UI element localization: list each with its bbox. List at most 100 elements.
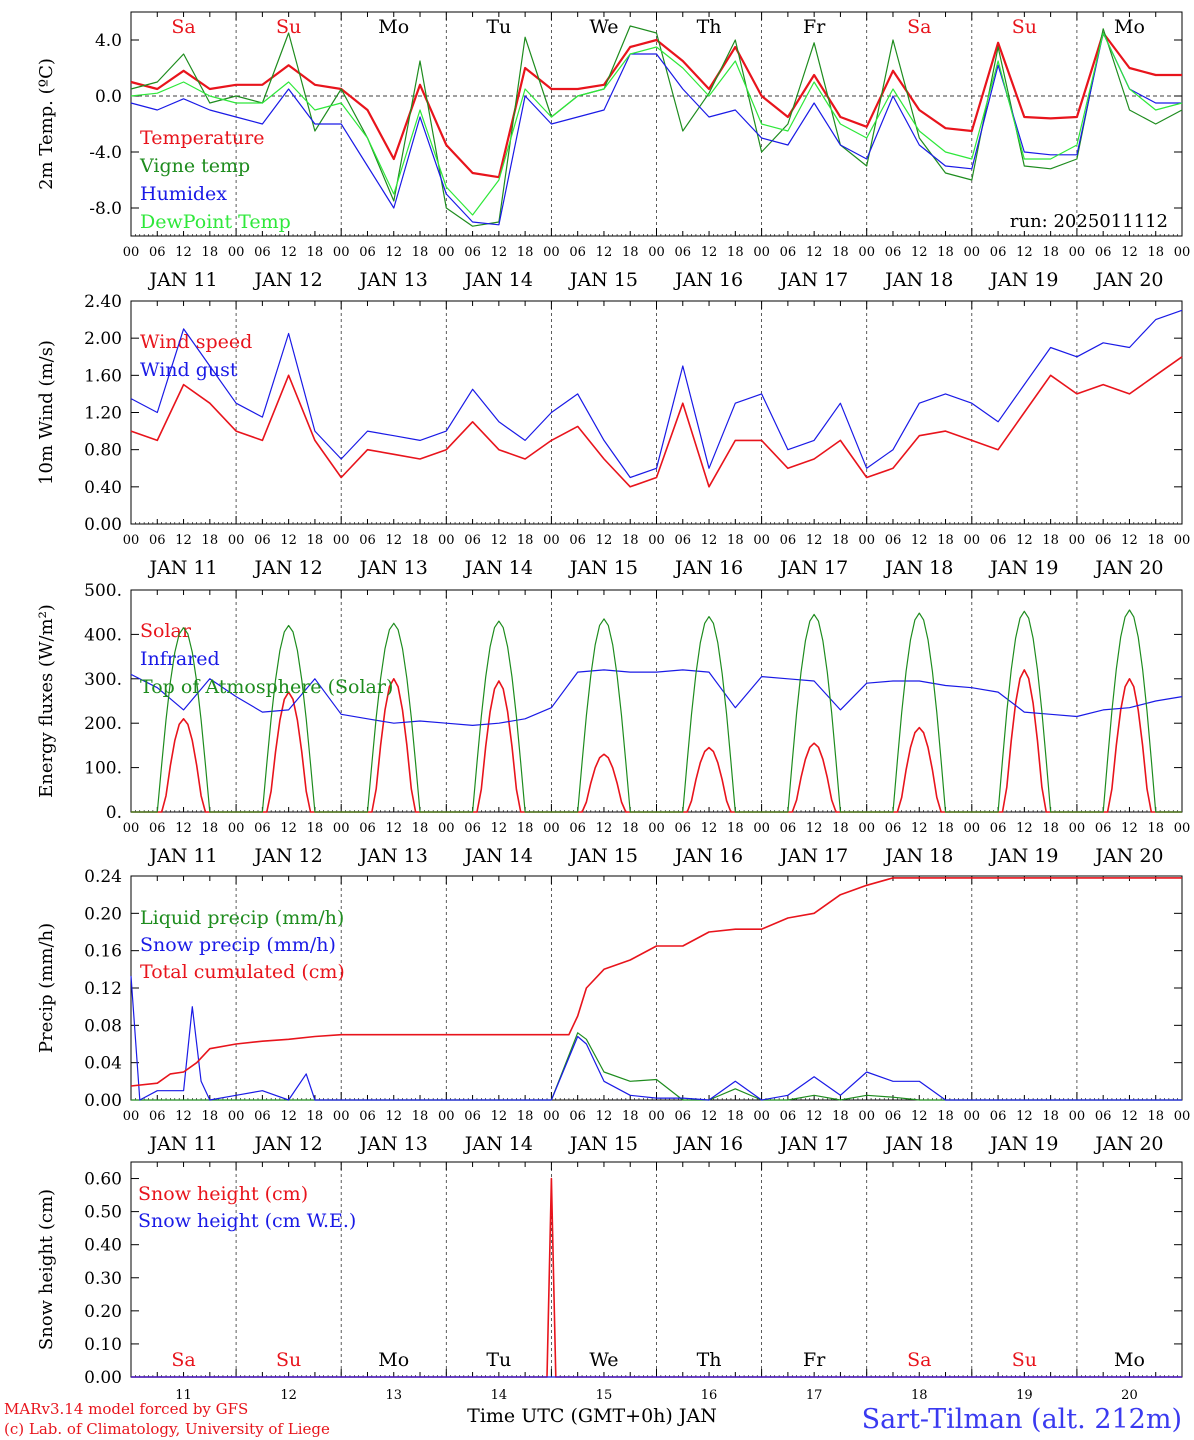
series-wind-gust [130,309,1183,479]
hour-tick-label: 00 [964,245,981,260]
hour-tick-label: 00 [543,1109,560,1124]
date-label: JAN 15 [568,1133,638,1155]
hour-tick-label: 12 [911,1109,928,1124]
y-tick-label: 0.0 [95,87,122,107]
hour-tick-label: 18 [727,245,744,260]
hour-tick-label: 00 [543,245,560,260]
hour-tick-label: 06 [464,1109,481,1124]
date-label: JAN 16 [673,845,743,867]
legend-entry: Temperature [140,127,264,149]
hour-tick-label: 12 [1016,245,1033,260]
hour-tick-label: 18 [727,821,744,836]
date-label: JAN 12 [253,1133,323,1155]
hour-tick-label: 12 [280,821,297,836]
weekday-label: Mo [1114,16,1145,38]
series-total-cumulated-cm- [130,877,1182,1087]
date-label: JAN 19 [988,269,1058,291]
hour-tick-label: 00 [438,533,455,548]
hour-tick-label: 06 [149,245,166,260]
hour-tick-label: 00 [1069,821,1086,836]
legend-entry: Snow height (cm) [138,1183,308,1205]
hour-tick-label: 06 [675,533,692,548]
hour-tick-label: 12 [385,533,402,548]
y-axis-label: Snow height (cm) [36,1189,57,1350]
hour-tick-label: 18 [622,821,639,836]
date-label: JAN 18 [883,557,953,579]
date-label: JAN 17 [778,845,848,867]
hour-tick-label: 00 [858,1109,875,1124]
hour-tick-label: 06 [990,1109,1007,1124]
hour-tick-label: 18 [937,821,954,836]
day-number-label: 18 [911,1388,928,1403]
hour-tick-label: 18 [1042,245,1059,260]
hour-tick-label: 12 [175,821,192,836]
date-label: JAN 14 [463,269,533,291]
credit-line-1: MARv3.14 model forced by GFS [4,1400,248,1418]
hour-tick-label: 06 [780,1109,797,1124]
y-tick-label: 0.12 [84,979,122,999]
hour-tick-label: 00 [228,245,245,260]
hour-tick-label: 12 [280,245,297,260]
hour-tick-label: 06 [1095,533,1112,548]
series-infrared [130,669,1183,727]
hour-tick-label: 18 [307,245,324,260]
weekday-label: Sa [907,16,931,38]
legend-entry: Top of Atmosphere (Solar) [140,676,393,698]
y-tick-label: 0.00 [84,1368,122,1388]
day-number-label: 11 [175,1388,192,1403]
y-tick-label: 1.20 [84,404,122,424]
date-label: JAN 18 [883,845,953,867]
hour-tick-label: 18 [832,245,849,260]
hour-tick-label: 00 [123,245,140,260]
hour-tick-label: 18 [937,533,954,548]
weekday-label: Sa [171,16,195,38]
hour-tick-label: 00 [228,1109,245,1124]
date-label: JAN 13 [358,269,428,291]
weekday-label: We [589,1349,618,1371]
hour-tick-label: 00 [333,533,350,548]
hour-tick-label: 18 [937,1109,954,1124]
y-tick-label: 0.04 [84,1054,122,1074]
hour-tick-label: 00 [438,245,455,260]
hour-tick-label: 06 [1095,821,1112,836]
hour-tick-label: 18 [517,533,534,548]
panel-4: 0.24 0.20 0.16 0.12 0.08 0.04 0.00 Precip (mm/h… [36,867,1190,1155]
hour-tick-label: 18 [622,245,639,260]
hour-tick-label: 18 [832,533,849,548]
hour-tick-label: 18 [202,533,219,548]
series-liquid-precip-mm-h- [131,1032,1182,1101]
hour-tick-label: 00 [858,821,875,836]
legend-entry: DewPoint Temp [140,211,291,233]
hour-tick-label: 12 [701,1109,718,1124]
hour-tick-label: 00 [543,533,560,548]
hour-tick-label: 12 [806,821,823,836]
hour-tick-label: 00 [333,1109,350,1124]
hour-tick-label: 12 [701,533,718,548]
hour-tick-label: 12 [280,533,297,548]
hour-tick-label: 12 [596,821,613,836]
hour-tick-label: 00 [333,821,350,836]
date-label: JAN 13 [358,557,428,579]
date-label: JAN 13 [358,845,428,867]
y-tick-label: 4.0 [95,31,122,51]
hour-tick-label: 18 [1147,1109,1164,1124]
date-label: JAN 12 [253,845,323,867]
hour-tick-label: 06 [254,533,271,548]
hour-tick-label: 18 [727,533,744,548]
hour-tick-label: 18 [412,533,429,548]
hour-tick-label: 06 [885,533,902,548]
weekday-label: Th [697,1349,722,1371]
hour-tick-label: 00 [1174,1109,1191,1124]
hour-tick-label: 12 [806,245,823,260]
weekday-label: Th [697,16,722,38]
y-tick-label: 400. [84,625,122,645]
hour-tick-label: 12 [175,1109,192,1124]
hour-tick-label: 18 [622,533,639,548]
hour-tick-label: 00 [123,533,140,548]
y-tick-label: 300. [84,670,122,690]
y-tick-label: 0.00 [84,515,122,535]
hour-tick-label: 06 [885,821,902,836]
hour-tick-label: 12 [385,245,402,260]
hour-tick-label: 06 [254,821,271,836]
